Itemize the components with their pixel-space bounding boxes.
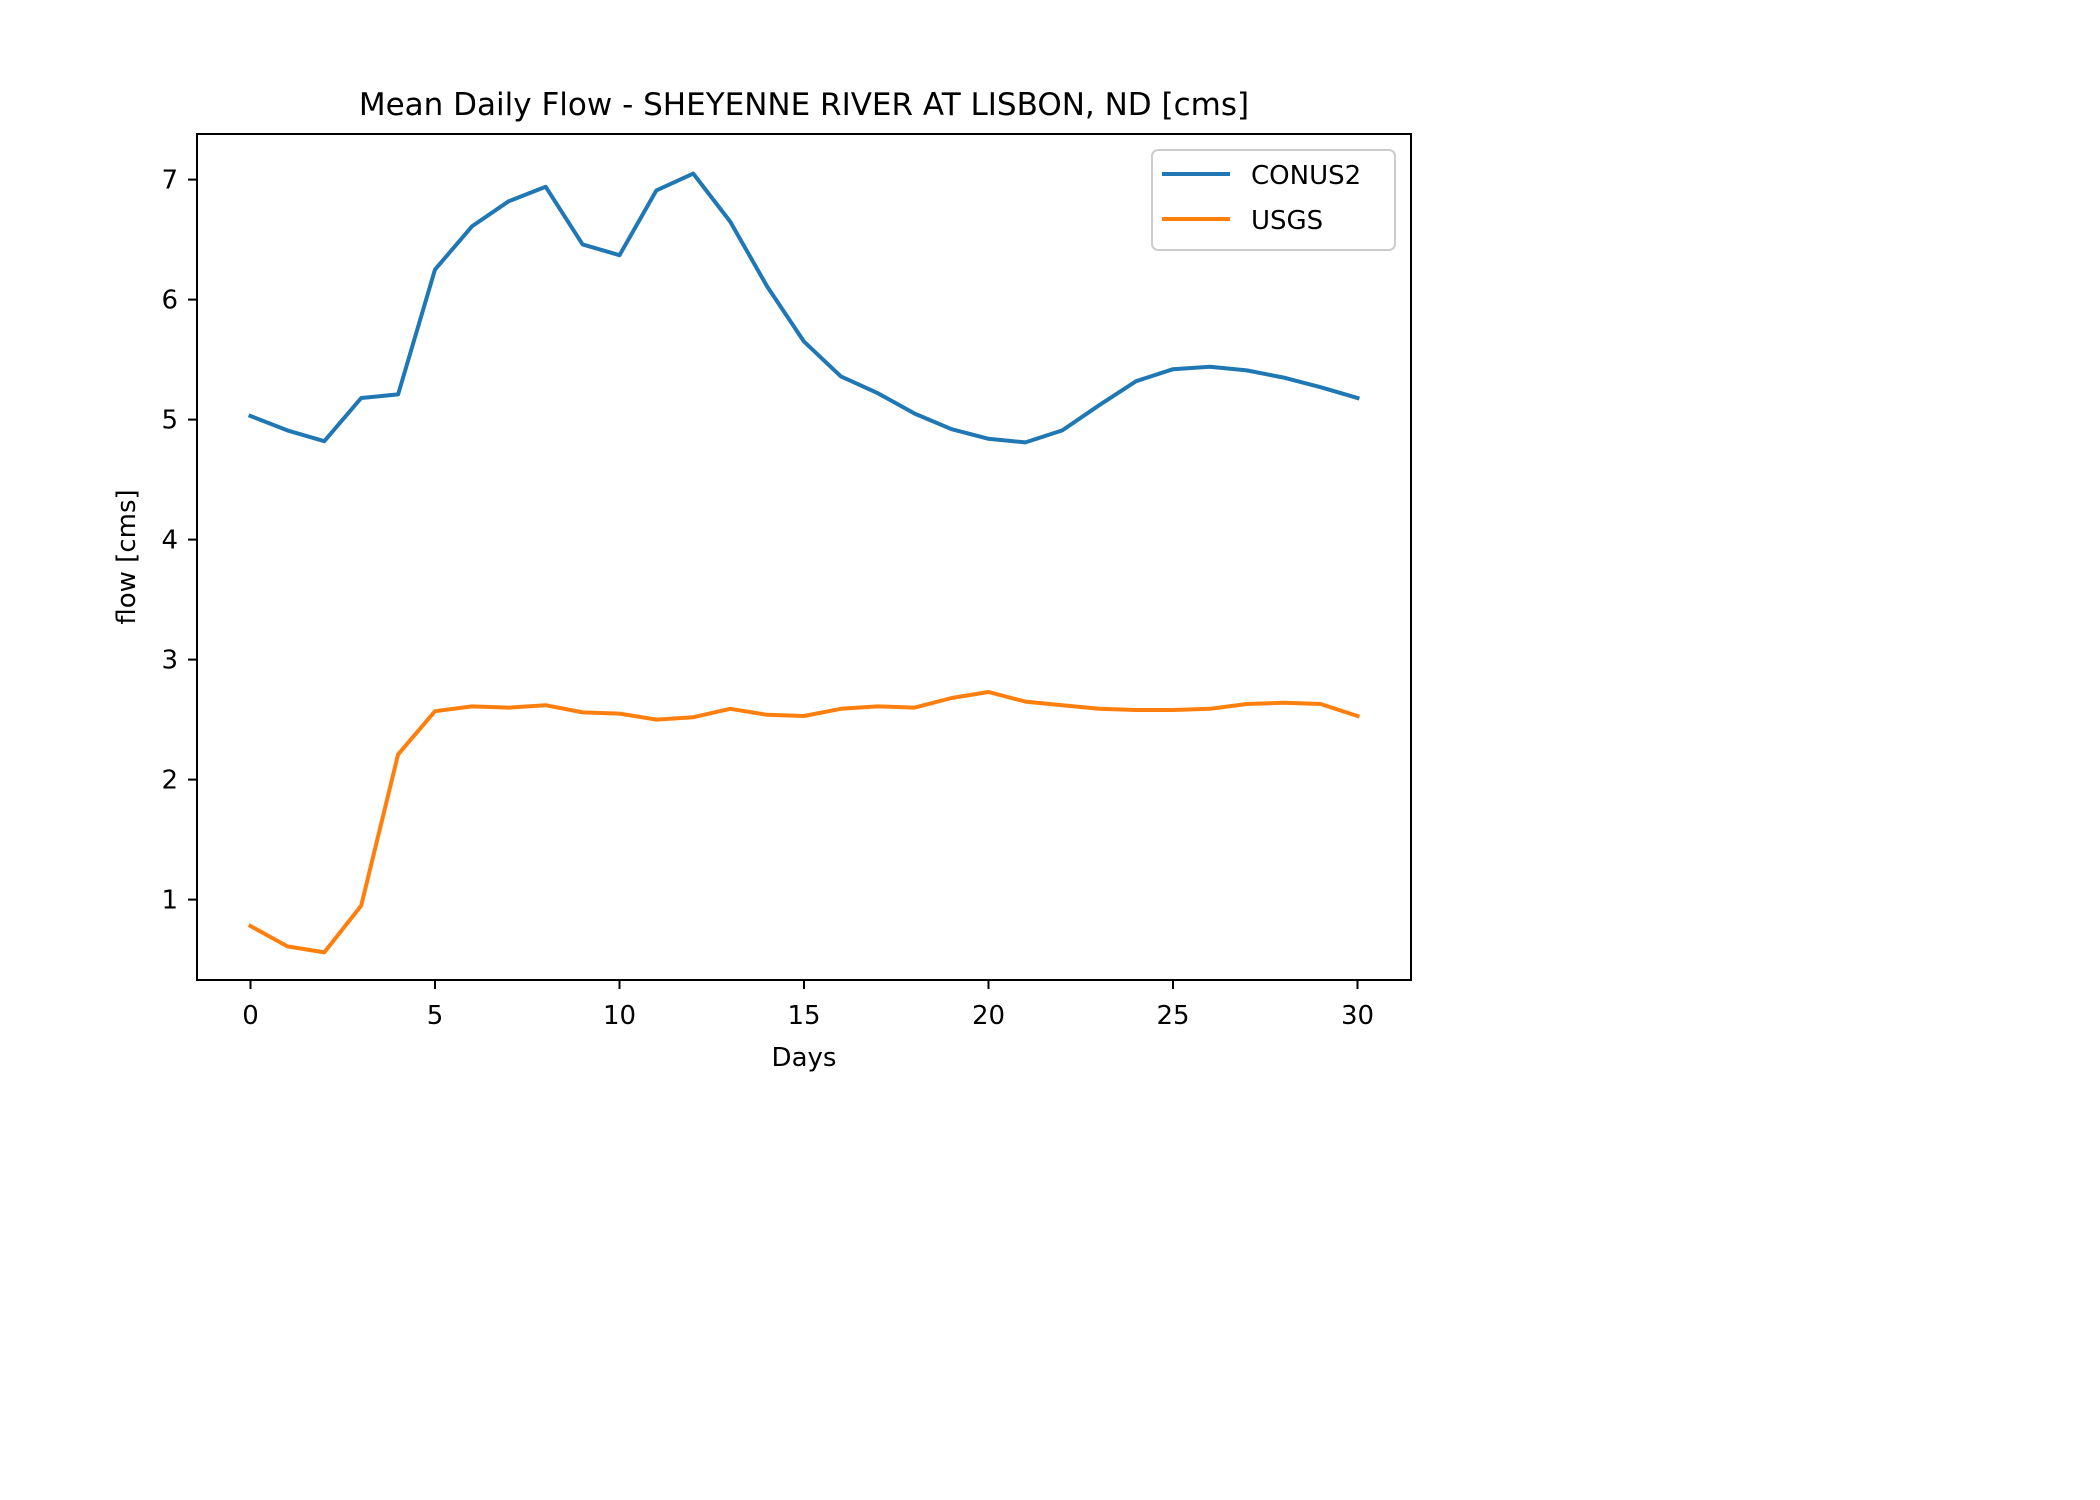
series-line-conus2: [247, 171, 1360, 445]
series-layer: [247, 171, 1361, 955]
x-tick-label: 30: [1341, 1001, 1374, 1031]
x-tick-label: 10: [603, 1001, 636, 1031]
y-tick-label: 6: [161, 286, 178, 316]
y-axis-title: flow [cms]: [112, 489, 142, 624]
chart-title: Mean Daily Flow - SHEYENNE RIVER AT LISB…: [359, 87, 1249, 123]
chart-figure: Mean Daily Flow - SHEYENNE RIVER AT LISB…: [112, 87, 1412, 1073]
y-tick-label: 3: [161, 646, 178, 676]
y-tick-label: 2: [161, 766, 178, 796]
y-axis: 1 2 3 4 5 6 7: [161, 166, 197, 916]
x-axis: 0 5 10 15 20 25 30: [242, 980, 1374, 1031]
x-tick-label: 25: [1156, 1001, 1189, 1031]
y-tick-label: 4: [161, 526, 178, 556]
line-chart: Mean Daily Flow - SHEYENNE RIVER AT LISB…: [112, 87, 1412, 1073]
x-axis-title: Days: [772, 1043, 837, 1073]
y-tick-label: 1: [161, 886, 178, 916]
x-tick-label: 15: [787, 1001, 820, 1031]
y-tick-label: 7: [161, 166, 178, 196]
legend-label-usgs: USGS: [1251, 206, 1323, 236]
legend-label-conus2: CONUS2: [1251, 161, 1361, 191]
x-tick-label: 20: [972, 1001, 1005, 1031]
x-tick-label: 5: [427, 1001, 444, 1031]
series-line-usgs: [247, 690, 1361, 955]
legend: CONUS2 USGS: [1151, 149, 1396, 251]
y-tick-label: 5: [161, 406, 178, 436]
plot-frame: [196, 133, 1412, 981]
x-tick-label: 0: [242, 1001, 259, 1031]
